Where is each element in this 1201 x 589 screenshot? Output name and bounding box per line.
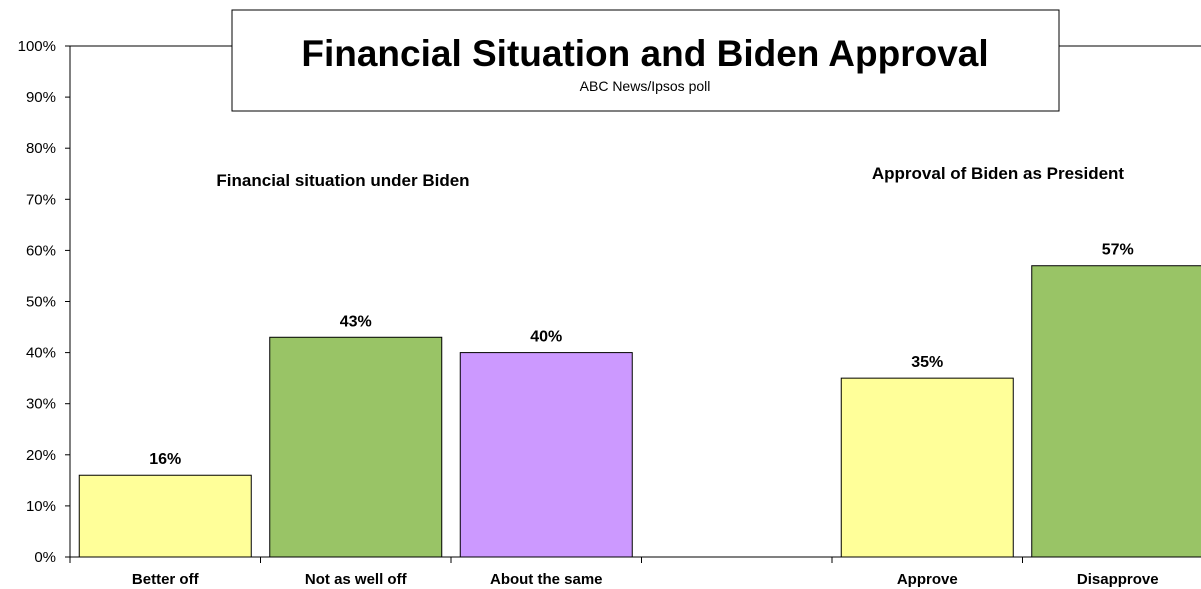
- title-box: Financial Situation and Biden Approval A…: [231, 9, 1060, 112]
- bar: [459, 352, 633, 558]
- x-tick-label: Not as well off: [305, 571, 408, 588]
- axes: 0% 10% 20% 30% 40% 50% 60% 70% 80% 90% 100%: [18, 38, 1201, 566]
- y-tick-label: 60%: [26, 242, 56, 259]
- bar: [840, 377, 1014, 558]
- group-label-financial: Financial situation under Biden: [216, 171, 469, 190]
- y-tick-label: 0%: [34, 549, 56, 566]
- data-label: 16%: [149, 451, 181, 468]
- bar: [1031, 265, 1201, 558]
- y-tick-label: 90%: [26, 89, 56, 106]
- y-tick-label: 100%: [18, 38, 56, 55]
- y-tick-label: 80%: [26, 140, 56, 157]
- chart-title: Financial Situation and Biden Approval: [301, 33, 988, 74]
- x-tick-label: About the same: [490, 571, 603, 588]
- x-tick-label: Disapprove: [1077, 571, 1159, 588]
- bars: [78, 265, 1201, 558]
- y-tick-label: 70%: [26, 191, 56, 208]
- group-label-approval: Approval of Biden as President: [872, 164, 1125, 183]
- data-label: 40%: [530, 329, 562, 346]
- data-label: 35%: [911, 354, 943, 371]
- bar: [78, 474, 252, 558]
- title-box-frame: [231, 9, 1060, 112]
- y-tick-label: 50%: [26, 294, 56, 311]
- y-tick-label: 30%: [26, 396, 56, 413]
- chart-subtitle: ABC News/Ipsos poll: [580, 78, 711, 94]
- data-label: 57%: [1102, 242, 1134, 259]
- bar: [269, 336, 443, 558]
- y-tick-label: 10%: [26, 498, 56, 515]
- x-tick-label: Better off: [132, 571, 200, 588]
- y-tick-label: 40%: [26, 345, 56, 362]
- data-label: 43%: [340, 313, 372, 330]
- x-tick-label: Approve: [897, 571, 958, 588]
- labels: 16% Better off 43% Not as well off 40% About …: [132, 242, 1159, 588]
- y-tick-label: 20%: [26, 447, 56, 464]
